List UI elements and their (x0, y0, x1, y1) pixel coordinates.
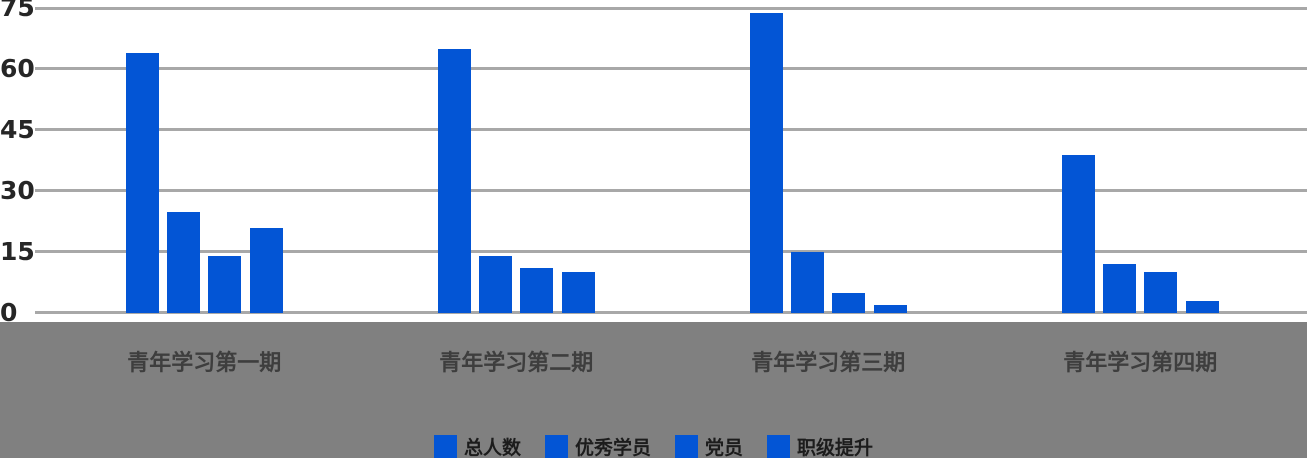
legend-swatch (767, 434, 791, 458)
gridline (35, 67, 1307, 71)
x-axis-band: 青年学习第一期 青年学习第二期 青年学习第三期 青年学习第四期 (0, 322, 1307, 458)
bar[interactable] (1185, 301, 1219, 313)
y-axis-tick-label: 75 (0, 0, 35, 22)
x-axis-label: 青年学习第一期 (127, 351, 282, 376)
y-axis-tick-label: 15 (0, 236, 35, 266)
y-axis-tick-label: 30 (0, 175, 35, 205)
bar[interactable] (1144, 272, 1178, 313)
y-axis-tick-label: 45 (0, 114, 35, 144)
x-axis-label: 青年学习第四期 (1063, 351, 1218, 376)
bar[interactable] (167, 212, 201, 313)
bar[interactable] (249, 228, 283, 313)
y-axis-tick-label: 60 (0, 53, 35, 83)
gridline (35, 250, 1307, 254)
bar[interactable] (1103, 264, 1137, 313)
legend-label: 党员 (705, 436, 744, 458)
gridline (35, 189, 1307, 193)
legend: 总人数 优秀学员 党员 职级提升 (0, 434, 1307, 458)
legend-item[interactable]: 优秀学员 (544, 433, 651, 458)
bar[interactable] (479, 256, 513, 313)
legend-label: 职级提升 (797, 436, 874, 458)
legend-item[interactable]: 总人数 (433, 433, 521, 458)
legend-swatch (433, 434, 457, 458)
bar[interactable] (873, 305, 907, 313)
legend-swatch (675, 434, 698, 458)
gridline (35, 311, 1307, 314)
x-axis-label: 青年学习第二期 (439, 351, 594, 376)
legend-item[interactable]: 党员 (675, 433, 743, 458)
legend-label: 优秀学员 (574, 436, 651, 458)
legend-swatch (544, 434, 568, 458)
x-axis-label: 青年学习第三期 (751, 351, 906, 376)
bar[interactable] (126, 53, 159, 313)
bar[interactable] (791, 252, 825, 313)
bar[interactable] (520, 268, 554, 313)
bar[interactable] (750, 13, 783, 313)
bar[interactable] (208, 256, 242, 313)
gridline (35, 128, 1307, 132)
bar[interactable] (1062, 155, 1095, 313)
gridline (35, 6, 1307, 10)
bar[interactable] (561, 272, 595, 313)
legend-item[interactable]: 职级提升 (767, 433, 873, 458)
bar[interactable] (438, 49, 471, 313)
legend-label: 总人数 (463, 436, 521, 458)
y-axis-tick-label: 0 (0, 297, 18, 327)
bar[interactable] (832, 293, 866, 313)
